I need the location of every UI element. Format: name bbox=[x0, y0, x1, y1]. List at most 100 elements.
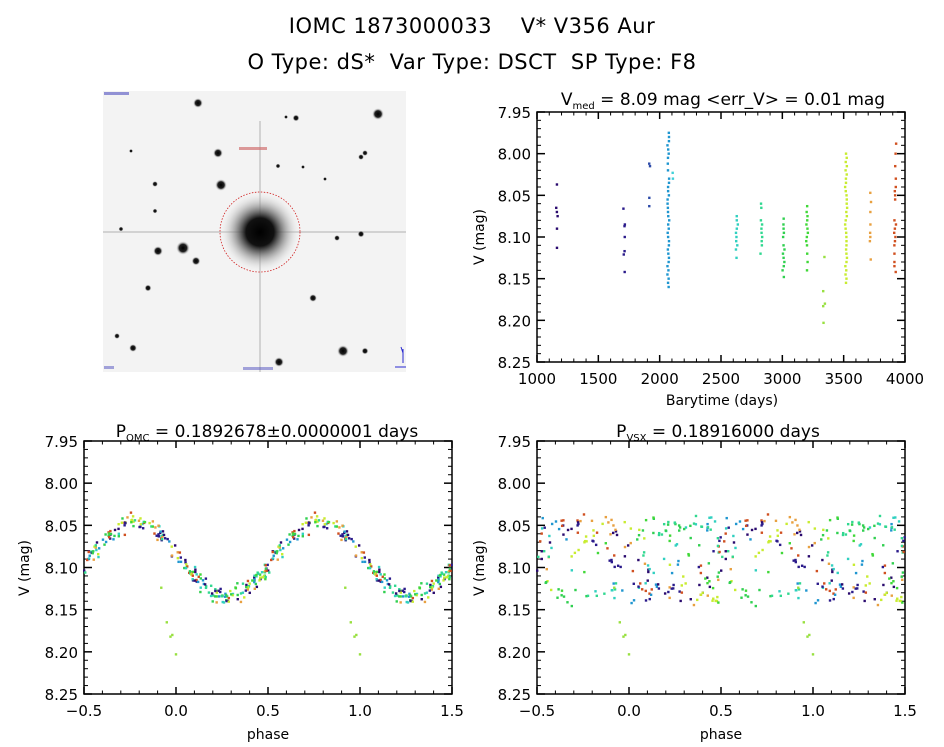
data-point bbox=[687, 552, 690, 556]
data-point bbox=[244, 589, 248, 592]
data-point bbox=[805, 269, 809, 272]
data-point bbox=[785, 522, 788, 526]
data-point bbox=[696, 598, 699, 602]
data-point bbox=[854, 587, 857, 590]
data-point bbox=[292, 537, 296, 540]
data-point bbox=[730, 580, 733, 583]
data-point bbox=[859, 543, 863, 546]
data-point bbox=[862, 526, 866, 529]
data-point bbox=[673, 521, 677, 525]
data-point bbox=[629, 527, 633, 530]
data-point bbox=[107, 536, 111, 539]
data-point bbox=[193, 579, 196, 582]
star-icon bbox=[118, 226, 124, 232]
data-point bbox=[264, 564, 267, 567]
data-point bbox=[259, 576, 262, 579]
data-point bbox=[667, 227, 670, 230]
star-icon bbox=[372, 108, 384, 120]
data-point bbox=[542, 549, 546, 553]
data-point bbox=[666, 523, 670, 526]
data-point bbox=[293, 529, 296, 533]
data-point bbox=[209, 584, 213, 587]
data-point bbox=[307, 533, 311, 537]
data-point bbox=[415, 593, 418, 597]
star-icon bbox=[361, 347, 369, 355]
data-point bbox=[802, 621, 805, 624]
compass-icon bbox=[395, 346, 406, 368]
data-point bbox=[109, 529, 112, 533]
data-point bbox=[261, 576, 264, 579]
data-point bbox=[678, 526, 682, 529]
data-point bbox=[160, 537, 164, 541]
data-point bbox=[383, 586, 386, 589]
data-point bbox=[896, 597, 899, 600]
data-point bbox=[796, 524, 799, 527]
data-point bbox=[667, 277, 670, 280]
data-point bbox=[648, 592, 651, 595]
data-point bbox=[807, 555, 811, 558]
data-point bbox=[830, 579, 833, 582]
y-tick-label: 8.00 bbox=[498, 475, 531, 493]
data-point bbox=[360, 551, 363, 554]
data-point bbox=[379, 573, 382, 576]
data-point bbox=[666, 144, 669, 147]
data-point bbox=[735, 227, 739, 230]
data-point bbox=[246, 588, 249, 591]
data-point bbox=[546, 580, 549, 583]
data-point bbox=[393, 584, 397, 587]
data-point bbox=[93, 545, 96, 548]
data-point bbox=[623, 235, 626, 239]
data-point bbox=[636, 538, 639, 541]
data-point bbox=[168, 540, 171, 543]
data-point bbox=[264, 569, 267, 573]
data-point bbox=[716, 575, 719, 578]
data-point bbox=[97, 547, 101, 550]
data-point bbox=[903, 536, 906, 539]
data-point bbox=[860, 563, 864, 566]
star-icon bbox=[153, 246, 163, 256]
data-point bbox=[867, 527, 870, 531]
data-point bbox=[746, 595, 750, 598]
data-point bbox=[862, 590, 865, 593]
data-point bbox=[667, 244, 671, 247]
data-point bbox=[577, 548, 580, 552]
data-point bbox=[666, 198, 669, 201]
x-tick-label: 1.5 bbox=[440, 702, 464, 720]
data-point bbox=[621, 589, 624, 592]
data-point bbox=[788, 542, 792, 545]
data-point bbox=[761, 548, 764, 552]
data-point bbox=[638, 528, 641, 532]
data-point bbox=[401, 595, 405, 598]
data-point bbox=[799, 533, 803, 537]
data-point bbox=[96, 552, 100, 556]
data-point bbox=[666, 162, 670, 165]
phase-omc-xlabel: phase bbox=[247, 727, 289, 743]
data-point bbox=[570, 555, 573, 558]
data-point bbox=[313, 511, 317, 514]
data-point bbox=[657, 531, 661, 535]
data-point bbox=[539, 540, 542, 543]
data-point bbox=[603, 592, 606, 595]
data-point bbox=[132, 524, 135, 528]
data-point bbox=[394, 592, 398, 595]
data-point bbox=[840, 583, 844, 586]
data-point bbox=[706, 529, 709, 532]
data-point bbox=[883, 593, 887, 596]
data-point bbox=[301, 522, 304, 526]
data-point bbox=[623, 249, 626, 253]
data-point bbox=[399, 591, 403, 594]
data-point bbox=[124, 521, 127, 525]
data-point bbox=[163, 537, 167, 540]
data-point bbox=[133, 519, 137, 522]
data-point bbox=[721, 555, 724, 559]
data-point bbox=[643, 537, 646, 540]
target-label bbox=[239, 147, 267, 150]
data-point bbox=[191, 570, 195, 574]
data-point bbox=[642, 554, 645, 557]
data-point bbox=[224, 593, 228, 597]
x-tick-label: 0.0 bbox=[617, 702, 641, 720]
y-tick-label: 8.15 bbox=[45, 602, 78, 620]
data-point bbox=[616, 564, 620, 567]
data-point bbox=[610, 558, 613, 562]
data-point bbox=[778, 590, 781, 593]
